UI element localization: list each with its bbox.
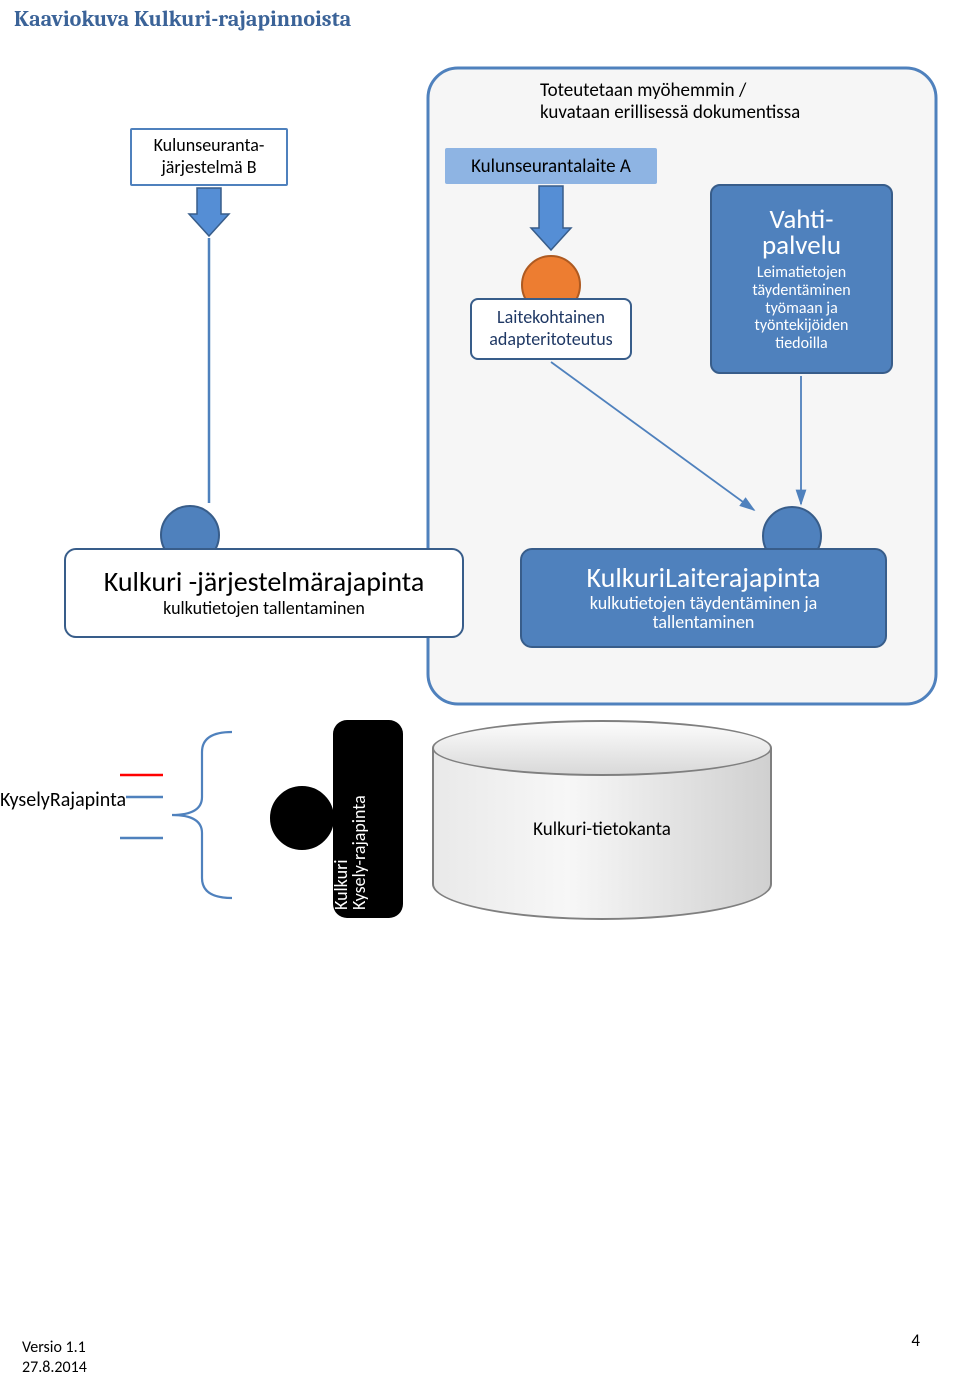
node-jarjestelmarajapinta: Kulkuri -järjestelmärajapinta kulkutieto… [64,548,464,638]
footer-page-number: 4 [911,1330,920,1351]
systemB-line1: Kulunseuranta- [154,135,265,157]
adapter-line2: adapteritoteutus [489,329,612,351]
adapter-line1: Laitekohtainen [497,307,605,329]
black-connector-circle [270,786,334,850]
arrow-adapter-to-laite [551,362,754,510]
node-laiterajapinta: KulkuriLaiterajapinta kulkutietojen täyd… [520,548,887,648]
diagram-canvas: Kaaviokuva Kulkuri-rajapinnoista Toteute… [0,0,960,1396]
deviceA-label: Kulunseurantalaite A [471,155,631,178]
node-systemB: Kulunseuranta- järjestelmä B [130,128,288,186]
vahti-sub2: täydentäminen [752,282,850,300]
laite-sub2: tallentaminen [653,613,755,633]
jarj-title: Kulkuri -järjestelmärajapinta [104,567,425,598]
page-title: Kaaviokuva Kulkuri-rajapinnoista [14,6,351,32]
kyselyraj-line2: Kysely-rajapinta [348,795,370,910]
footer-version: Versio 1.1 [22,1338,86,1357]
node-vahtipalvelu: Vahti- palvelu Leimatietojen täydentämin… [710,184,893,374]
jarj-sub: kulkutietojen tallentaminen [163,597,365,619]
kyselyraj-text: Kulkuri Kysely-rajapinta [332,795,368,910]
node-kysely-rajapinta: Kulkuri Kysely-rajapinta [333,720,403,918]
vahti-sub4: työntekijöiden [755,317,849,335]
note-line2: kuvataan erillisessä dokumentissa [540,101,800,124]
container-note: Toteutetaan myöhemmin / kuvataan erillis… [540,80,800,124]
vahti-sub5: tiedoilla [775,335,827,353]
footer-date: 27.8.2014 [22,1358,87,1377]
vahti-sub3: työmaan ja [765,300,837,318]
vahti-title2: palvelu [762,232,841,260]
vahti-sub1: Leimatietojen [757,264,846,282]
brace [172,732,232,898]
kysely-label: KyselyRajapinta [0,788,126,812]
note-line1: Toteutetaan myöhemmin / [540,79,746,102]
laite-title: KulkuriLaiterajapinta [587,563,821,594]
node-deviceA: Kulunseurantalaite A [445,148,657,184]
db-cylinder-top [432,720,772,776]
db-label: Kulkuri-tietokanta [432,818,772,841]
arrow-deviceA-down [531,186,571,250]
systemB-line2: järjestelmä B [161,157,256,179]
arrow-systemB-down [189,188,229,236]
node-adapter: Laitekohtainen adapteritoteutus [470,298,632,360]
